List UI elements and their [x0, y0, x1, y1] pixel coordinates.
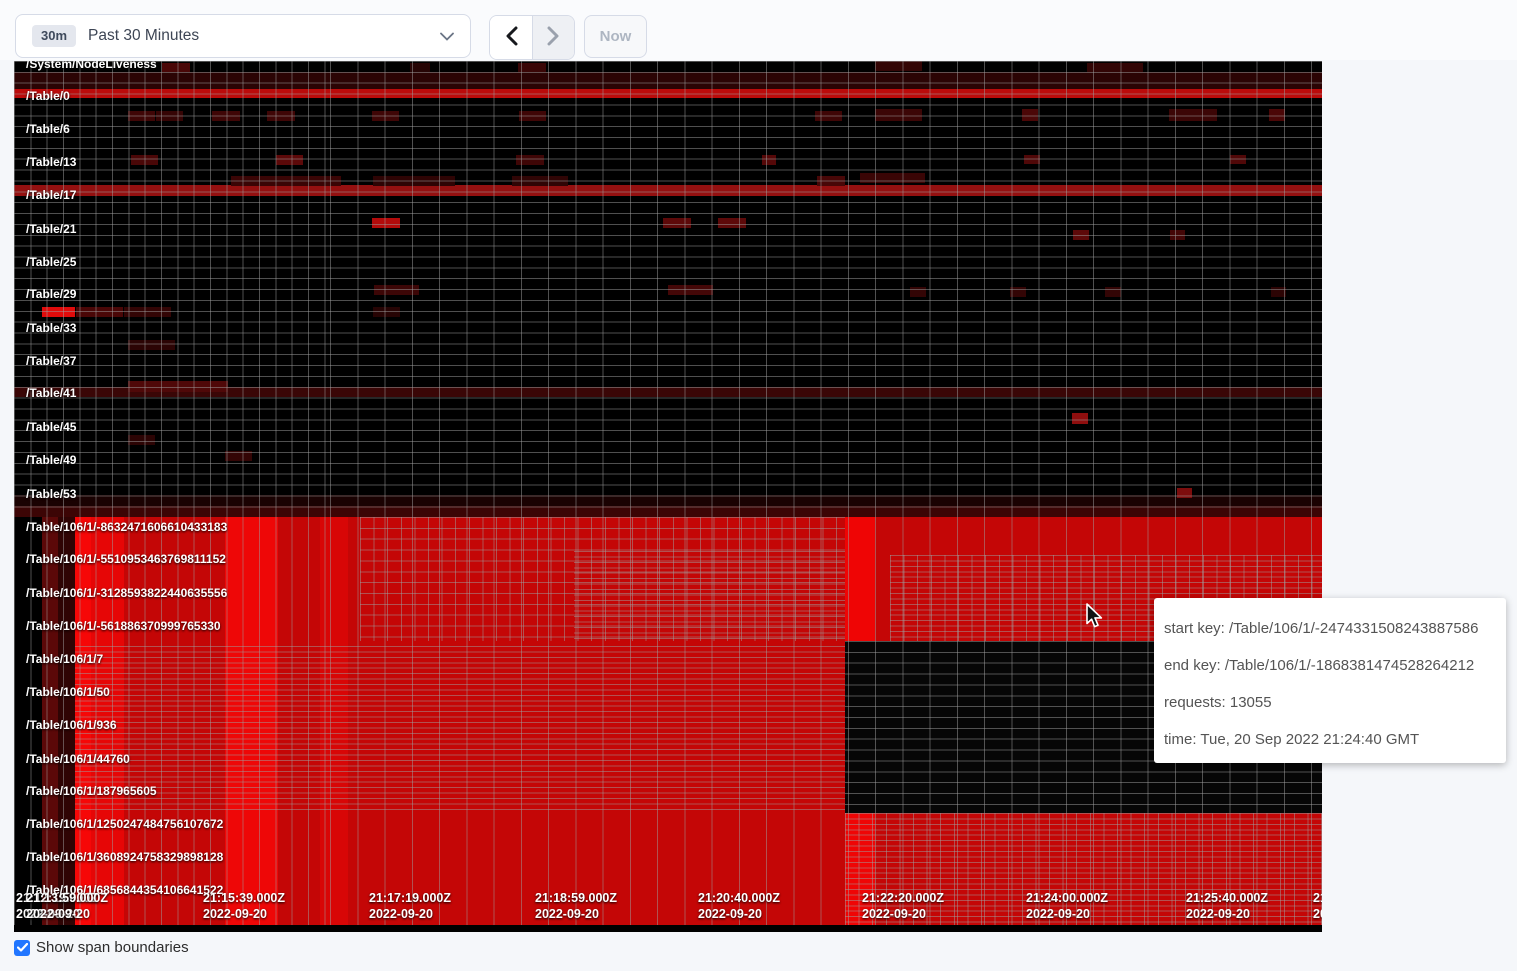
- row-label: /Table/106/1/187965605: [26, 784, 157, 798]
- row-label: /Table/106/1/3608924758329898128: [26, 850, 224, 864]
- row-label: /Table/17: [26, 188, 77, 202]
- heatmap-grid-lines: [75, 646, 845, 813]
- row-label: /Table/21: [26, 222, 77, 236]
- row-label: /Table/53: [26, 487, 77, 501]
- span-tooltip: start key: /Table/106/1/-247433150824388…: [1154, 598, 1506, 763]
- time-axis-label: 21:15:39.000Z 2022-09-20: [203, 891, 286, 921]
- mouse-cursor-icon: [1085, 603, 1103, 634]
- time-axis-label: 21:25:40.000Z 2022-09-20: [1186, 891, 1269, 921]
- time-axis-label: 21:24:00.000Z 2022-09-20: [1026, 891, 1109, 921]
- time-axis-label: 21:12:19.000Z 2022-09-20: [16, 891, 99, 921]
- heatmap-grid-lines: [14, 61, 1322, 517]
- time-axis-label: 21:13:59.000Z 2022-09-20: [26, 891, 109, 921]
- time-nav-button-group: [489, 15, 575, 60]
- time-range-label: Past 30 Minutes: [88, 27, 200, 44]
- time-axis-label: 21:22:20.000Z 2022-09-20: [862, 891, 945, 921]
- tooltip-time: time: Tue, 20 Sep 2022 21:24:40 GMT: [1164, 731, 1420, 748]
- row-label: /Table/106/1/50: [26, 685, 110, 699]
- row-label: /Table/106/1/-3128593822440635556: [26, 586, 228, 600]
- toolbar: 30m Past 30 Minutes Now: [0, 0, 1517, 60]
- checkmark-icon: [16, 943, 28, 952]
- chevron-down-icon: [440, 32, 454, 41]
- tooltip-end-key: end key: /Table/106/1/-18683814745282642…: [1164, 657, 1475, 674]
- heatmap-grid-lines: [574, 551, 845, 641]
- chevron-right-icon: [547, 26, 560, 49]
- row-label: /Table/106/1/-8632471606610433183: [26, 520, 228, 534]
- row-label: /Table/106/1/44760: [26, 752, 130, 766]
- row-label: /Table/25: [26, 255, 77, 269]
- now-button[interactable]: Now: [584, 15, 647, 58]
- row-label: /Table/106/1/-561886370999765330: [26, 619, 221, 633]
- prev-time-button[interactable]: [490, 16, 532, 59]
- row-label: /Table/37: [26, 354, 77, 368]
- row-label: /System/NodeLiveness: [26, 61, 157, 71]
- time-range-badge: 30m: [32, 25, 77, 47]
- row-label: /Table/29: [26, 287, 77, 301]
- heatmap-grid-lines: [845, 813, 1322, 925]
- time-axis-label: 21:20:40.000Z 2022-09-20: [698, 891, 781, 921]
- row-label: /Table/106/1/6856844354106641522: [26, 883, 224, 897]
- row-label: /Table/106/1/-5510953463769811152: [26, 552, 226, 566]
- next-time-button[interactable]: [532, 16, 574, 59]
- row-label: /Table/106/1/936: [26, 718, 117, 732]
- footer: Show span boundaries: [14, 939, 189, 956]
- tooltip-requests: requests: 13055: [1164, 694, 1272, 711]
- row-label: /Table/49: [26, 453, 77, 467]
- row-label: /Table/0: [26, 89, 70, 103]
- key-visualizer-heatmap[interactable]: /System/NodeLiveness/Table/0/Table/6/Tab…: [14, 61, 1322, 932]
- show-span-boundaries-checkbox[interactable]: [14, 939, 30, 956]
- show-span-boundaries-label: Show span boundaries: [36, 939, 189, 956]
- time-range-select[interactable]: 30m Past 30 Minutes: [15, 14, 471, 58]
- heatmap-region: [14, 925, 1322, 932]
- row-label: /Table/13: [26, 155, 77, 169]
- row-label: /Table/33: [26, 321, 77, 335]
- row-label: /Table/41: [26, 386, 77, 400]
- time-axis-label: 21:18:59.000Z 2022-09-20: [535, 891, 618, 921]
- row-label: /Table/106/1/7: [26, 652, 104, 666]
- time-axis-label: 21:17:19.000Z 2022-09-20: [369, 891, 452, 921]
- tooltip-start-key: start key: /Table/106/1/-247433150824388…: [1164, 620, 1479, 637]
- row-label: /Table/45: [26, 420, 77, 434]
- row-label: /Table/6: [26, 122, 70, 136]
- chevron-left-icon: [505, 26, 518, 49]
- row-label: /Table/106/1/1250247484756107672: [26, 817, 224, 831]
